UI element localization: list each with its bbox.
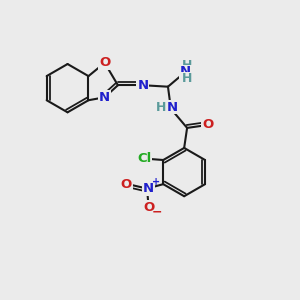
Text: N: N (137, 79, 148, 92)
Text: H: H (182, 72, 192, 85)
Text: O: O (99, 56, 110, 69)
Text: N: N (180, 65, 191, 79)
Text: O: O (143, 201, 154, 214)
Text: O: O (121, 178, 132, 191)
Text: +: + (152, 177, 160, 187)
Text: H: H (182, 59, 192, 72)
Text: −: − (152, 205, 162, 218)
Text: N: N (99, 91, 110, 104)
Text: Cl: Cl (137, 152, 151, 165)
Text: H: H (155, 101, 166, 114)
Text: O: O (202, 118, 213, 131)
Text: N: N (143, 182, 154, 195)
Text: N: N (167, 101, 178, 114)
